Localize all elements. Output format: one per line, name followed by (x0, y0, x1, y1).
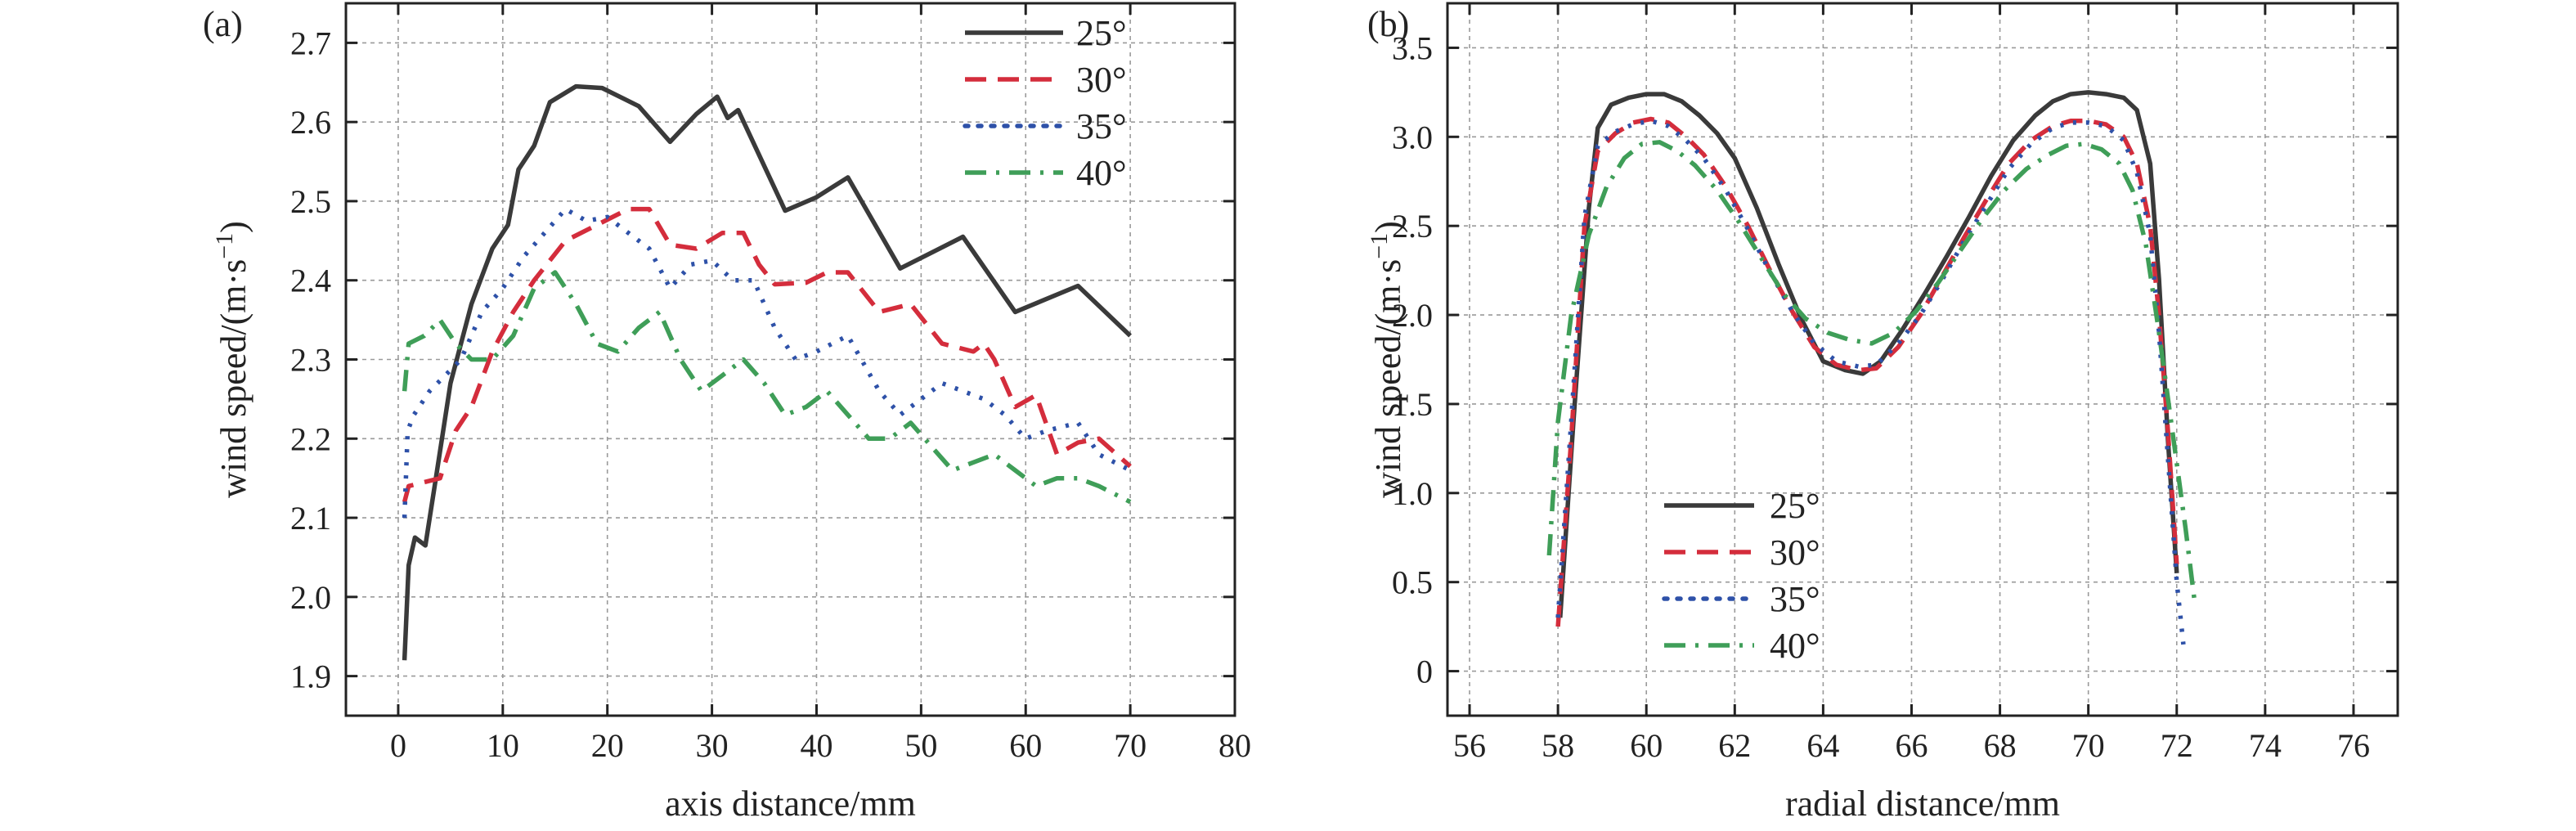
x-tick-label: 70 (2072, 727, 2105, 764)
y-axis-label-main: wind speed/(m·s (1368, 259, 1408, 498)
y-tick-label: 2.5 (290, 183, 331, 220)
y-axis-label-exponent: −1 (211, 233, 238, 259)
x-tick-label: 80 (1218, 727, 1251, 764)
x-tick-label: 62 (1718, 727, 1751, 764)
grid-lines (346, 3, 1236, 716)
y-tick-label: 1.5 (1392, 386, 1433, 423)
y-axis-label-main: wind speed/(m·s (213, 259, 254, 498)
x-tick-label: 74 (2249, 727, 2282, 764)
y-tick-label: 2.2 (290, 420, 331, 457)
y-tick-label: 2.6 (290, 104, 331, 141)
x-tick-label: 30 (696, 727, 729, 764)
y-axis-label-close: ) (1368, 221, 1408, 233)
series-line-35deg (1555, 118, 2186, 645)
y-axis-label-exponent: −1 (1366, 233, 1393, 259)
legend-label: 30° (1770, 532, 1820, 573)
x-axis-label: radial distance/mm (1785, 784, 2060, 824)
y-axis-label: wind speed/(m·s−1) (1366, 221, 1408, 498)
legend-label: 30° (1076, 60, 1127, 100)
panel-label: (a) (203, 4, 243, 44)
legend-label: 25° (1076, 13, 1127, 53)
legend-label: 25° (1770, 486, 1820, 526)
y-tick-label: 2.0 (1392, 297, 1433, 334)
series-line-25deg (402, 83, 1132, 661)
y-tick-label: 1.9 (290, 658, 331, 695)
x-tick-label: 58 (1542, 727, 1574, 764)
y-tick-label: 2.4 (290, 263, 331, 299)
x-axis-label: axis distance/mm (665, 784, 916, 824)
x-tick-label: 56 (1453, 727, 1486, 764)
y-axis-label-close: ) (213, 221, 254, 233)
legend-label: 40° (1770, 626, 1820, 666)
x-tick-label: 68 (1984, 727, 2017, 764)
series-line-40deg (402, 270, 1132, 505)
x-tick-label: 10 (487, 727, 519, 764)
legend-label: 35° (1076, 106, 1127, 146)
y-tick-label: 2.3 (290, 342, 331, 379)
x-tick-label: 0 (390, 727, 406, 764)
x-tick-label: 20 (591, 727, 624, 764)
y-tick-label: 2.1 (290, 500, 331, 537)
legend-label: 40° (1076, 153, 1127, 193)
panel-label: (b) (1367, 4, 1409, 44)
chart-panel-b: 56 58 60 62 64 66 68 70 72 74 76 0 0.5 1.0 1.5 2.0 2.5 3.… (1366, 2, 2399, 824)
legend-label: 35° (1770, 579, 1820, 619)
x-tick-label: 60 (1009, 727, 1042, 764)
y-tick-label: 3.0 (1392, 119, 1433, 155)
series-group (402, 83, 1132, 661)
x-tick-label: 66 (1895, 727, 1928, 764)
legend: 25° 30° 35° 40° (1662, 486, 1820, 666)
y-tick-label: 1.0 (1392, 475, 1433, 512)
y-tick-label: 0.5 (1392, 564, 1433, 601)
y-axis-label: wind speed/(m·s−1) (211, 221, 254, 498)
x-tick-label: 40 (800, 727, 832, 764)
y-tick-label: 2.5 (1392, 208, 1433, 245)
x-tick-label: 64 (1806, 727, 1839, 764)
y-tick-label: 2.0 (290, 579, 331, 616)
series-line-40deg (1546, 140, 2197, 600)
y-tick-label: 0 (1416, 654, 1433, 690)
series-line-25deg (1558, 90, 2179, 618)
series-line-30deg (402, 206, 1132, 503)
chart-panel-a: 0 10 20 30 40 50 60 70 80 1.9 2.0 2.1 2.2 2.3 2.4 2.5 2.… (203, 2, 1251, 824)
plot-frame (1446, 2, 2399, 717)
series-line-35deg (402, 206, 1132, 519)
x-tick-label: 72 (2161, 727, 2193, 764)
legend: 25° 30° 35° 40° (963, 13, 1127, 193)
x-tick-label: 50 (904, 727, 937, 764)
x-tick-label: 76 (2337, 727, 2370, 764)
x-tick-label: 70 (1114, 727, 1147, 764)
grid-lines (1447, 3, 2398, 716)
y-tick-label: 3.5 (1392, 29, 1433, 66)
y-tick-label: 2.7 (290, 25, 331, 61)
series-group (1546, 90, 2197, 645)
x-tick-label: 60 (1630, 727, 1663, 764)
